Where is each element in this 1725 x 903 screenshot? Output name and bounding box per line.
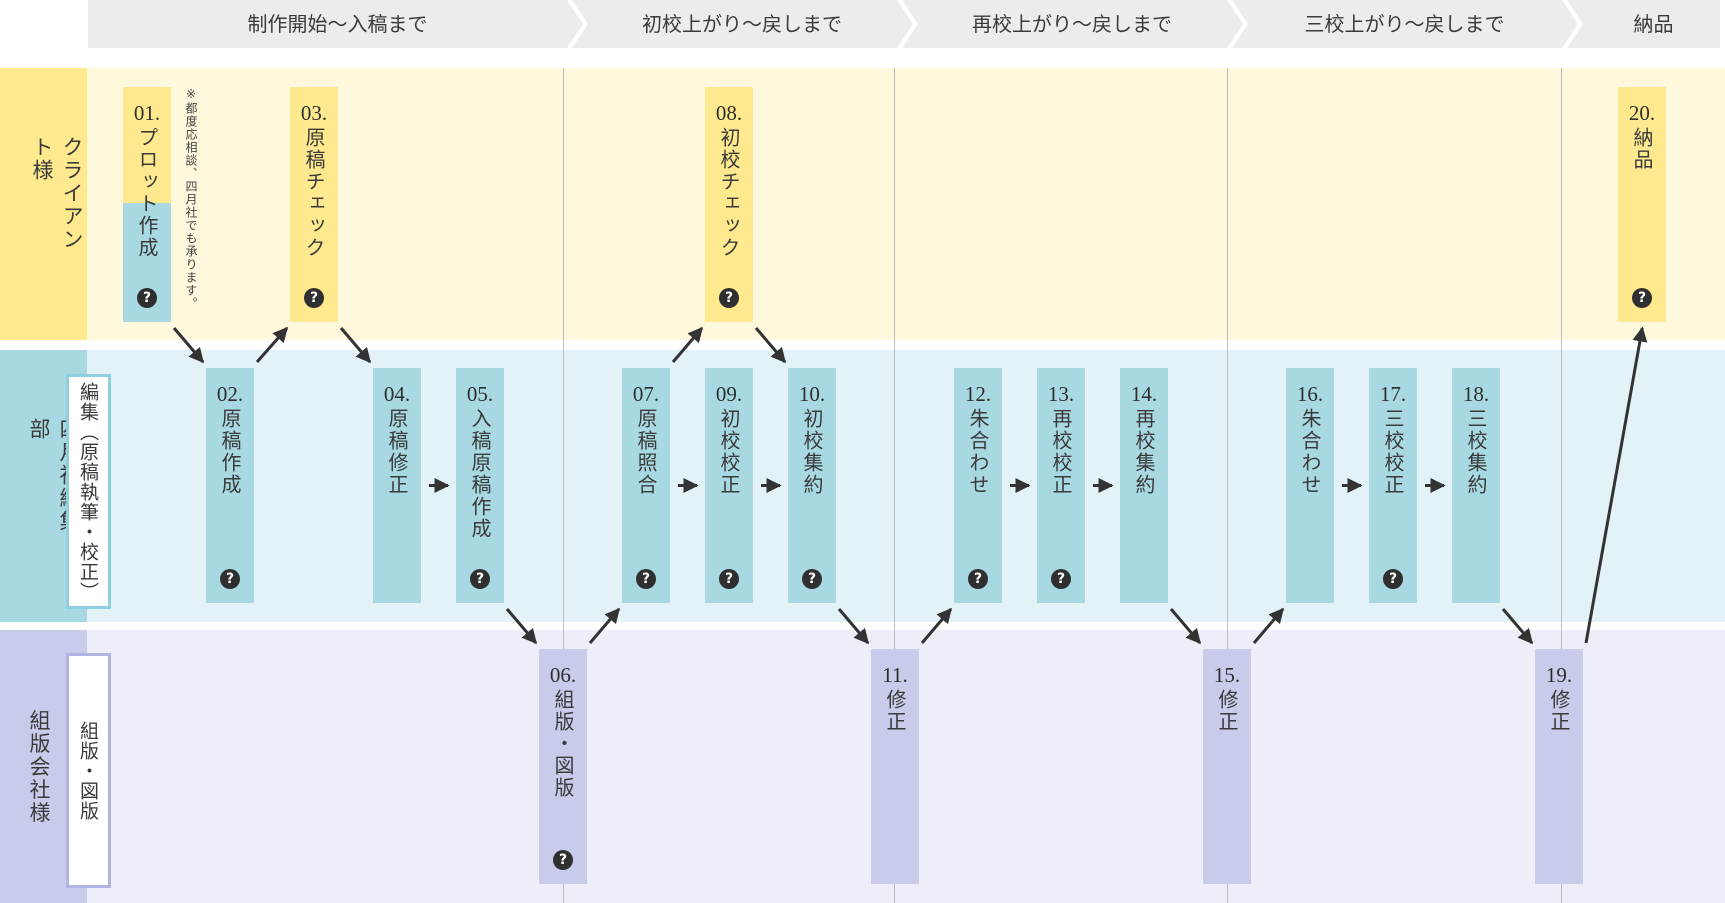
help-icon[interactable]: ? (553, 850, 573, 870)
step-09: 09. 初校校正? (705, 368, 753, 603)
step-label: 修正 (1547, 689, 1571, 733)
step-13: 13. 再校校正? (1037, 368, 1085, 603)
step-label: 修正 (1215, 689, 1239, 733)
phase-divider (563, 68, 564, 903)
step-number: 11. (882, 663, 908, 687)
step-label: 三校校正 (1381, 408, 1405, 496)
step-number: 20. (1628, 101, 1656, 125)
step-number: 12. (964, 382, 992, 406)
step-16: 16. 朱合わせ (1286, 368, 1334, 603)
help-icon[interactable]: ? (1051, 569, 1071, 589)
step-number: 17. (1379, 382, 1407, 406)
step-12: 12. 朱合わせ? (954, 368, 1002, 603)
step-number: 16. (1296, 382, 1324, 406)
step-label: 朱合わせ (966, 408, 990, 496)
step-label: 再校集約 (1132, 408, 1156, 496)
step-label: 組版・図版 (551, 689, 575, 799)
step-15: 15. 修正 (1203, 649, 1251, 884)
step-11: 11. 修正 (871, 649, 919, 884)
step-07: 07. 原稿照合? (622, 368, 670, 603)
help-icon[interactable]: ? (1632, 288, 1652, 308)
step-label: 原稿修正 (385, 408, 409, 496)
step-label: 原稿チェック (302, 127, 326, 259)
help-icon[interactable]: ? (968, 569, 988, 589)
step-number: 08. (715, 101, 743, 125)
step-number: 06. (549, 663, 577, 687)
step-05: 05. 入稿原稿作成? (456, 368, 504, 603)
step-number: 01. (133, 101, 161, 125)
step-06: 06. 組版・図版? (539, 649, 587, 884)
lane-subtitle-box-typesetting: 組版・図版 (66, 653, 111, 888)
step-number: 14. (1130, 382, 1158, 406)
phase-chevron (902, 0, 1243, 48)
phase-header (88, 0, 1720, 48)
step-label: 朱合わせ (1298, 408, 1322, 496)
step-label: 原稿照合 (634, 408, 658, 496)
step-number: 03. (300, 101, 328, 125)
step-number: 02. (216, 382, 244, 406)
step-label: 三校集約 (1464, 408, 1488, 496)
phase-chevron (572, 0, 913, 48)
step-label: プロット作成 (135, 127, 159, 259)
step-number: 09. (715, 382, 743, 406)
help-icon[interactable]: ? (220, 569, 240, 589)
step-number: 18. (1462, 382, 1490, 406)
help-icon[interactable]: ? (470, 569, 490, 589)
lane-subtitle-typesetting: 組版・図版 (77, 720, 99, 821)
step-01: 01. プロット作成? (123, 87, 171, 322)
help-icon[interactable]: ? (1383, 569, 1403, 589)
help-icon[interactable]: ? (719, 569, 739, 589)
step-label: 初校チェック (717, 127, 741, 259)
help-icon[interactable]: ? (719, 288, 739, 308)
phase-label: 再校上がり〜戻しまで (972, 12, 1172, 36)
help-icon[interactable]: ? (802, 569, 822, 589)
step-14: 14. 再校集約 (1120, 368, 1168, 603)
step-label: 入稿原稿作成 (468, 408, 492, 540)
step-number: 05. (466, 382, 494, 406)
phase-label: 納品 (1633, 12, 1674, 36)
lane-client: クライアント様 (0, 68, 1725, 340)
step-17: 17. 三校校正? (1369, 368, 1417, 603)
step-20: 20. 納品? (1618, 87, 1666, 322)
step-02: 02. 原稿作成? (206, 368, 254, 603)
lane-title-client: クライアント様 (30, 136, 84, 251)
step-10: 10. 初校集約? (788, 368, 836, 603)
consultation-note: ※都度応相談、四月社でも承ります。 (184, 87, 198, 310)
step-label: 修正 (883, 689, 907, 733)
step-label: 再校校正 (1049, 408, 1073, 496)
phase-chevron (1567, 0, 1720, 48)
step-label: 初校集約 (800, 408, 824, 496)
lane-subtitle-editorial: 編集（原稿執筆・校正） (77, 381, 99, 602)
step-04: 04. 原稿修正 (373, 368, 421, 603)
step-label: 初校校正 (717, 408, 741, 496)
step-18: 18. 三校集約 (1452, 368, 1500, 603)
lane-header-client: クライアント様 (0, 68, 87, 340)
help-icon[interactable]: ? (137, 288, 157, 308)
step-number: 07. (632, 382, 660, 406)
phase-divider (894, 68, 895, 903)
step-08: 08. 初校チェック? (705, 87, 753, 322)
step-number: 19. (1545, 663, 1573, 687)
step-03: 03. 原稿チェック? (290, 87, 338, 322)
phase-label: 三校上がり〜戻しまで (1304, 12, 1505, 36)
step-number: 13. (1047, 382, 1075, 406)
help-icon[interactable]: ? (636, 569, 656, 589)
step-19: 19. 修正 (1535, 649, 1583, 884)
help-icon[interactable]: ? (304, 288, 324, 308)
phase-label: 制作開始〜入稿まで (247, 12, 428, 36)
lane-typesetting: 組版会社様 組版・図版 (0, 630, 1725, 903)
lane-subtitle-box-editorial: 編集（原稿執筆・校正） (66, 374, 111, 609)
step-number: 15. (1213, 663, 1241, 687)
phase-chevron (88, 0, 583, 48)
step-label: 原稿作成 (218, 408, 242, 496)
phase-chevron (1232, 0, 1578, 48)
phase-label: 初校上がり〜戻しまで (642, 12, 842, 36)
lane-title-typesetting: 組版会社様 (27, 709, 51, 824)
lane-editorial: 四月社編集部 編集（原稿執筆・校正） (0, 350, 1725, 622)
step-number: 04. (383, 382, 411, 406)
phase-divider (1561, 68, 1562, 903)
phase-divider (1227, 68, 1228, 903)
step-number: 10. (798, 382, 826, 406)
step-label: 納品 (1630, 127, 1654, 171)
